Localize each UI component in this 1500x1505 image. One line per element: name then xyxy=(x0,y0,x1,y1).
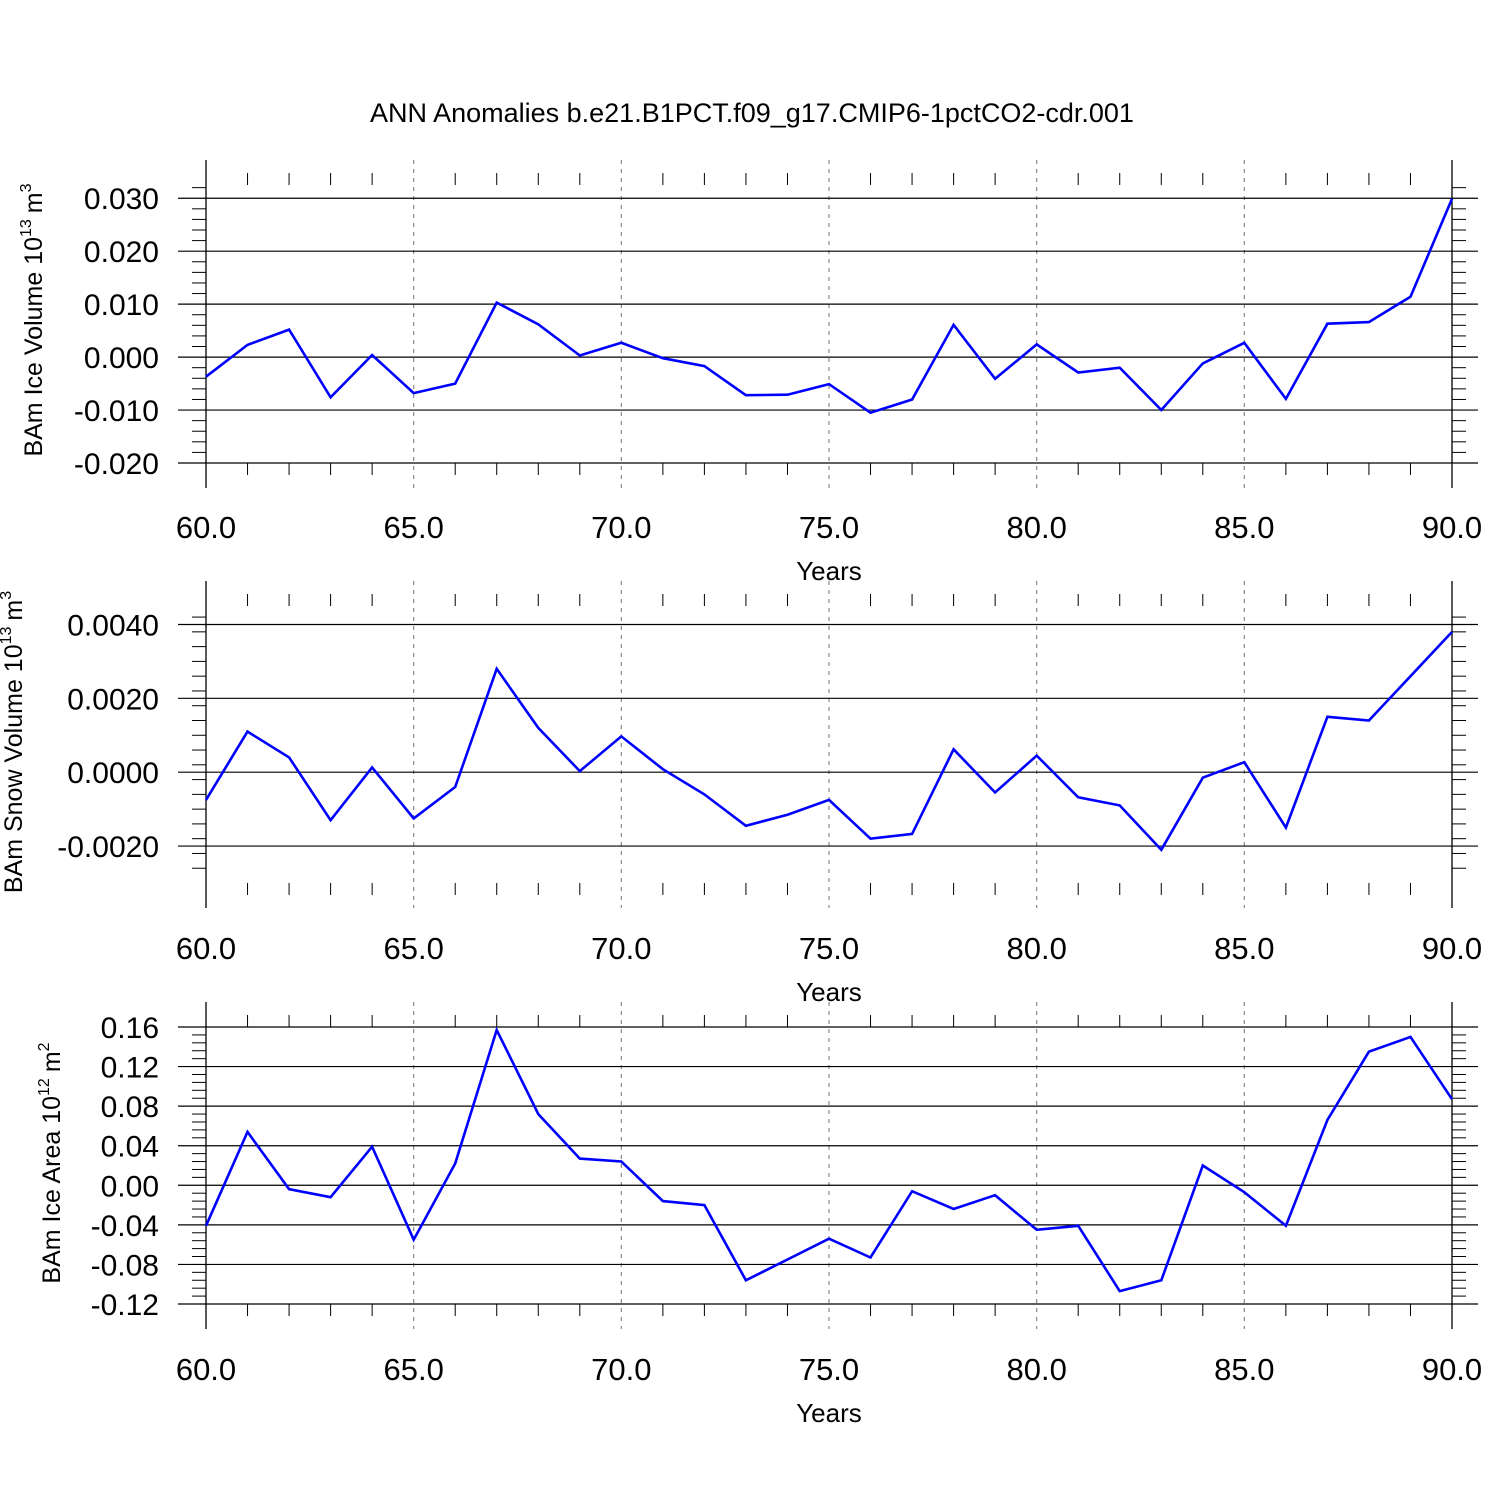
y-axis-title-exponent: 13 xyxy=(0,626,15,644)
y-tick-label: 0.0020 xyxy=(67,683,159,716)
chart-panel-1: -0.020 -0.010 0.000 0.010 0.020 0.030 60.0 65.0… xyxy=(18,160,1482,586)
x-tick-label: 85.0 xyxy=(1214,1352,1274,1387)
y-tick-label: 0.0000 xyxy=(67,757,159,790)
y-tick-label: 0.0040 xyxy=(67,609,159,642)
y-axis-title-exponent: 13 xyxy=(18,219,35,237)
y-tick-label: -0.010 xyxy=(74,395,159,428)
y-axis-title-unit: m xyxy=(0,600,28,621)
series-line xyxy=(204,1026,1454,1293)
y-tick-label: -0.04 xyxy=(91,1210,159,1243)
y-tick-label: -0.0020 xyxy=(57,831,159,864)
x-tick-label: 70.0 xyxy=(591,931,651,966)
x-tick-label: 80.0 xyxy=(1006,510,1066,545)
y-axis-title-unit-exponent: 3 xyxy=(18,183,35,192)
x-tick-label: 60.0 xyxy=(176,510,236,545)
x-tick-label: 90.0 xyxy=(1422,1352,1482,1387)
y-tick-label: 0.12 xyxy=(101,1052,159,1085)
y-axis-title-main: BAm Ice Volume 10 xyxy=(20,237,48,457)
x-tick-label: 80.0 xyxy=(1006,1352,1066,1387)
figure-title: ANN Anomalies b.e21.B1PCT.f09_g17.CMIP6-… xyxy=(370,98,1134,128)
x-tick-label: 70.0 xyxy=(591,1352,651,1387)
x-tick-label: 75.0 xyxy=(799,931,859,966)
x-tick-label: 60.0 xyxy=(176,931,236,966)
y-axis-title: BAm Ice Volume 1013 m3 xyxy=(18,183,48,456)
chart-panel-2: -0.0020 0.0000 0.0020 0.0040 60.0 65.0 70.0 75.… xyxy=(0,581,1482,1007)
y-tick-label: 0.010 xyxy=(84,289,159,322)
x-tick-label: 85.0 xyxy=(1214,931,1274,966)
x-axis-title: Years xyxy=(796,1398,862,1428)
series-line xyxy=(205,198,1454,415)
x-tick-label: 60.0 xyxy=(176,1352,236,1387)
y-tick-label: 0.000 xyxy=(84,342,159,375)
x-tick-label: 90.0 xyxy=(1422,931,1482,966)
y-axis-title-main: BAm Ice Area 10 xyxy=(38,1096,66,1284)
x-tick-label: 80.0 xyxy=(1006,931,1066,966)
y-axis-title-exponent: 12 xyxy=(36,1078,53,1096)
chart-panel-3: -0.12 -0.08 -0.04 0.00 0.04 0.08 0.12 0.16 60.0 6… xyxy=(36,1002,1482,1428)
x-tick-label: 90.0 xyxy=(1422,510,1482,545)
y-axis-title-main: BAm Snow Volume 10 xyxy=(0,644,28,893)
y-tick-label: 0.00 xyxy=(101,1170,159,1203)
y-tick-label: 0.08 xyxy=(101,1091,159,1124)
x-tick-label: 75.0 xyxy=(799,1352,859,1387)
y-tick-label: 0.04 xyxy=(101,1131,159,1164)
y-axis-title-unit: m xyxy=(20,192,48,213)
y-axis-title-unit-exponent: 2 xyxy=(36,1042,53,1051)
y-tick-label: 0.030 xyxy=(84,183,159,216)
x-tick-label: 65.0 xyxy=(383,1352,443,1387)
x-tick-label: 85.0 xyxy=(1214,510,1274,545)
y-axis-title-unit-exponent: 3 xyxy=(0,591,15,600)
y-tick-label: 0.020 xyxy=(84,236,159,269)
y-tick-label: -0.12 xyxy=(91,1289,159,1322)
y-tick-label: -0.020 xyxy=(74,448,159,481)
x-tick-label: 75.0 xyxy=(799,510,859,545)
y-tick-label: -0.08 xyxy=(91,1249,159,1282)
x-tick-label: 65.0 xyxy=(383,931,443,966)
y-tick-label: 0.16 xyxy=(101,1012,159,1045)
y-axis-title: BAm Snow Volume 1013 m3 xyxy=(0,591,28,893)
y-axis-title-unit: m xyxy=(38,1051,66,1072)
y-axis-title: BAm Ice Area 1012 m2 xyxy=(36,1042,66,1283)
x-tick-label: 70.0 xyxy=(591,510,651,545)
x-tick-label: 65.0 xyxy=(383,510,443,545)
series-line xyxy=(204,631,1453,852)
